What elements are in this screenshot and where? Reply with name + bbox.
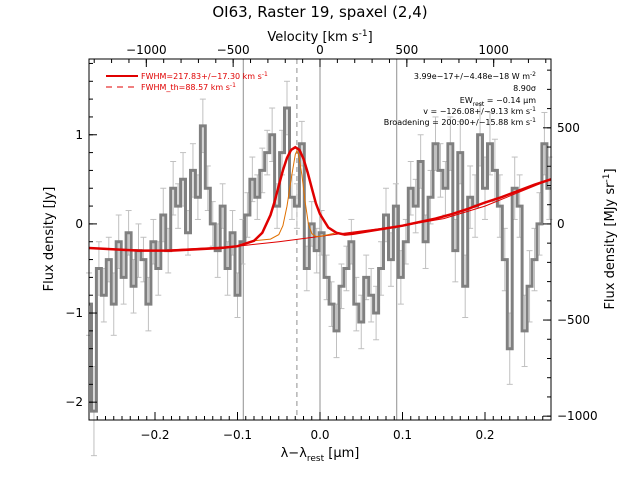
annotation-significance: 8.90σ <box>513 84 536 93</box>
legend-entry-fwhm-th: FWHM_th=88.57 km s-1 <box>141 82 236 92</box>
data-series-line <box>89 106 551 413</box>
x-tick-label: 0.0 <box>310 428 329 442</box>
legend: FWHM=217.83+/−17.30 km s-1 FWHM_th=88.57… <box>106 71 268 92</box>
annotation-velocity: v = −126.08+/−9.13 km s-1 <box>423 106 536 116</box>
y2-tick-label: −500 <box>557 313 590 327</box>
y-tick-label: 0 <box>75 217 83 231</box>
x-tick-label: −0.2 <box>140 428 169 442</box>
y2-tick-label: −1000 <box>557 409 598 423</box>
fit-line <box>88 145 552 252</box>
x-tick-label: 0.1 <box>393 428 412 442</box>
y-tick-label: −2 <box>65 395 83 409</box>
top-x-tick-label: 1000 <box>478 43 509 57</box>
y-tick-label: 1 <box>75 128 83 142</box>
fit-annotations: 3.99e−17+/−4.48e−18 W m-2 8.90σ EWrest =… <box>384 71 537 127</box>
annotation-equivalent-width: EWrest = −0.14 μm <box>460 96 536 108</box>
y2-axis-label: Flux density [MJy sr-1] <box>602 168 618 309</box>
plot-frame <box>88 58 552 421</box>
x-tick-label: −0.1 <box>223 428 252 442</box>
y-tick-label: −1 <box>65 306 83 320</box>
y-axis-label: Flux density [Jy] <box>42 187 57 292</box>
top-x-tick-label: −1000 <box>126 43 167 57</box>
x-tick-label: 0.2 <box>475 428 494 442</box>
top-x-tick-label: −500 <box>217 43 250 57</box>
top-x-tick-label: 500 <box>395 43 418 57</box>
top-x-axis-label: Velocity [km s-1] <box>267 29 372 45</box>
chart-title: OI63, Raster 19, spaxel (2,4) <box>212 3 427 21</box>
y2-tick-label: 500 <box>557 121 580 135</box>
top-x-tick-label: 0 <box>316 43 324 57</box>
y2-tick-label: 0 <box>557 217 565 231</box>
annotation-broadening: Broadening = 200.00+/−15.88 km s-1 <box>384 117 536 127</box>
legend-entry-fwhm: FWHM=217.83+/−17.30 km s-1 <box>141 71 268 81</box>
x-axis-label: λ−λrest [μm] <box>281 446 360 464</box>
thermal-profile-line <box>253 149 337 242</box>
annotation-line-flux: 3.99e−17+/−4.48e−18 W m-2 <box>414 71 536 81</box>
